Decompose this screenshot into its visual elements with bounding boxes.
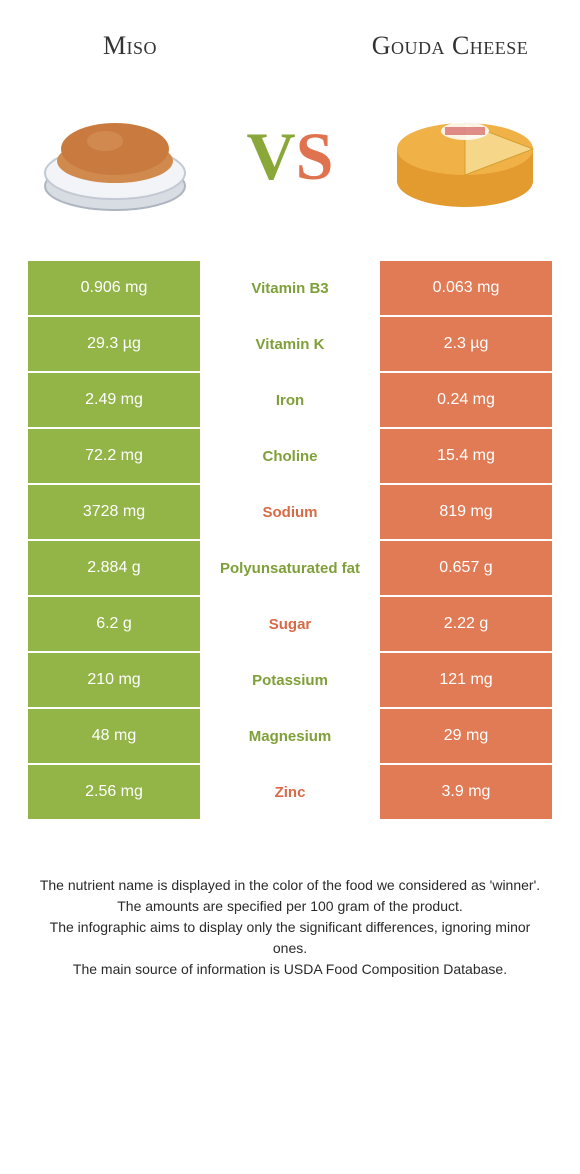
nutrient-label: Choline xyxy=(202,429,378,483)
left-value: 29.3 µg xyxy=(28,317,202,371)
footer-line-2: The amounts are specified per 100 gram o… xyxy=(36,896,544,917)
nutrient-label: Polyunsaturated fat xyxy=(202,541,378,595)
nutrient-label: Vitamin K xyxy=(202,317,378,371)
left-value: 3728 mg xyxy=(28,485,202,539)
nutrient-label: Potassium xyxy=(202,653,378,707)
right-food-title: Gouda Cheese xyxy=(360,30,540,61)
table-row: 0.906 mgVitamin B30.063 mg xyxy=(28,261,552,317)
header: Miso Gouda Cheese xyxy=(0,0,580,71)
right-value: 0.24 mg xyxy=(378,373,552,427)
left-value: 48 mg xyxy=(28,709,202,763)
right-value: 2.22 g xyxy=(378,597,552,651)
vs-v-letter: V xyxy=(247,118,296,194)
nutrient-label: Magnesium xyxy=(202,709,378,763)
nutrient-table: 0.906 mgVitamin B30.063 mg29.3 µgVitamin… xyxy=(28,261,552,821)
right-value: 121 mg xyxy=(378,653,552,707)
table-row: 2.49 mgIron0.24 mg xyxy=(28,373,552,429)
left-value: 2.49 mg xyxy=(28,373,202,427)
footer-line-1: The nutrient name is displayed in the co… xyxy=(36,875,544,896)
nutrient-label: Vitamin B3 xyxy=(202,261,378,315)
right-value: 15.4 mg xyxy=(378,429,552,483)
right-value: 2.3 µg xyxy=(378,317,552,371)
nutrient-label: Iron xyxy=(202,373,378,427)
vs-label: VS xyxy=(247,117,334,196)
vs-s-letter: S xyxy=(296,118,334,194)
right-value: 0.657 g xyxy=(378,541,552,595)
table-row: 3728 mgSodium819 mg xyxy=(28,485,552,541)
right-value: 0.063 mg xyxy=(378,261,552,315)
table-row: 2.56 mgZinc3.9 mg xyxy=(28,765,552,821)
left-value: 2.56 mg xyxy=(28,765,202,819)
right-value: 29 mg xyxy=(378,709,552,763)
vs-row: VS xyxy=(0,71,580,261)
table-row: 72.2 mgCholine15.4 mg xyxy=(28,429,552,485)
nutrient-label: Zinc xyxy=(202,765,378,819)
left-value: 2.884 g xyxy=(28,541,202,595)
footer-notes: The nutrient name is displayed in the co… xyxy=(0,821,580,980)
table-row: 6.2 gSugar2.22 g xyxy=(28,597,552,653)
table-row: 2.884 gPolyunsaturated fat0.657 g xyxy=(28,541,552,597)
left-value: 6.2 g xyxy=(28,597,202,651)
left-food-image xyxy=(30,81,200,231)
left-value: 210 mg xyxy=(28,653,202,707)
footer-line-4: The main source of information is USDA F… xyxy=(36,959,544,980)
left-value: 72.2 mg xyxy=(28,429,202,483)
table-row: 29.3 µgVitamin K2.3 µg xyxy=(28,317,552,373)
right-food-image xyxy=(380,81,550,231)
nutrient-label: Sugar xyxy=(202,597,378,651)
table-row: 210 mgPotassium121 mg xyxy=(28,653,552,709)
nutrient-label: Sodium xyxy=(202,485,378,539)
left-value: 0.906 mg xyxy=(28,261,202,315)
footer-line-3: The infographic aims to display only the… xyxy=(36,917,544,959)
right-value: 819 mg xyxy=(378,485,552,539)
table-row: 48 mgMagnesium29 mg xyxy=(28,709,552,765)
left-food-title: Miso xyxy=(40,30,220,61)
right-value: 3.9 mg xyxy=(378,765,552,819)
